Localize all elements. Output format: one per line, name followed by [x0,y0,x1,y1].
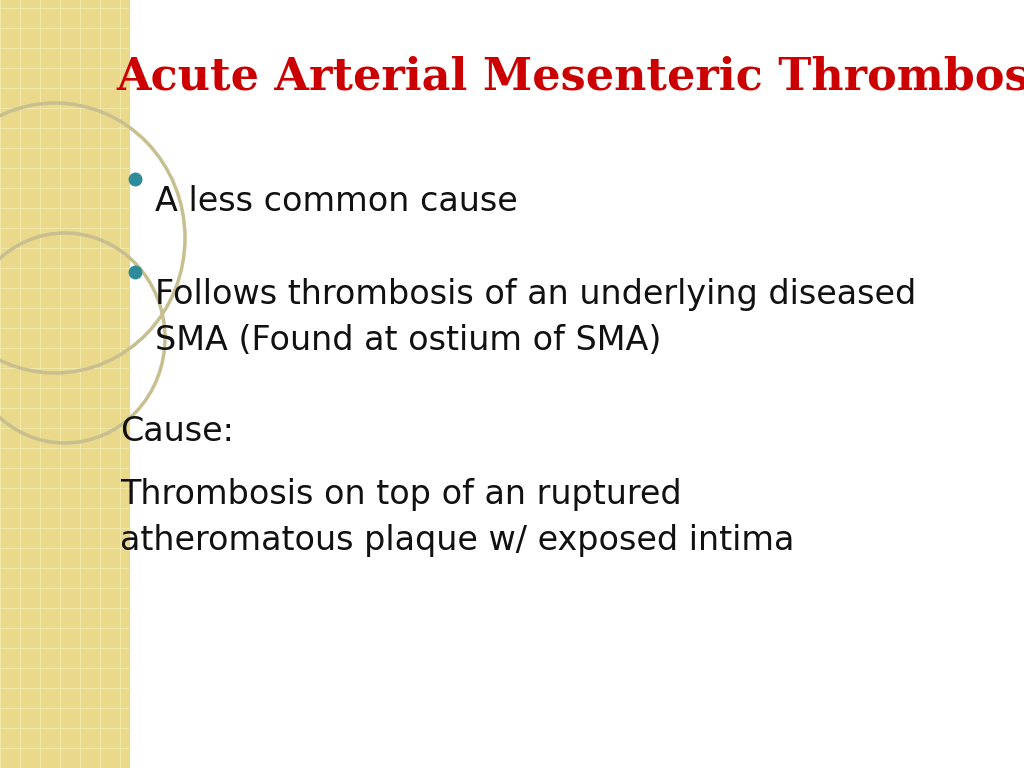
Bar [0,0,130,768]
Text: Cause:: Cause: [120,415,233,448]
Text: A less common cause: A less common cause [155,185,518,218]
Text: Acute Arterial Mesenteric Thrombosis: Acute Arterial Mesenteric Thrombosis [116,55,1024,98]
Text: Thrombosis on top of an ruptured
atheromatous plaque w/ exposed intima: Thrombosis on top of an ruptured atherom… [120,478,795,557]
Text: Follows thrombosis of an underlying diseased
SMA (Found at ostium of SMA): Follows thrombosis of an underlying dise… [155,278,916,357]
